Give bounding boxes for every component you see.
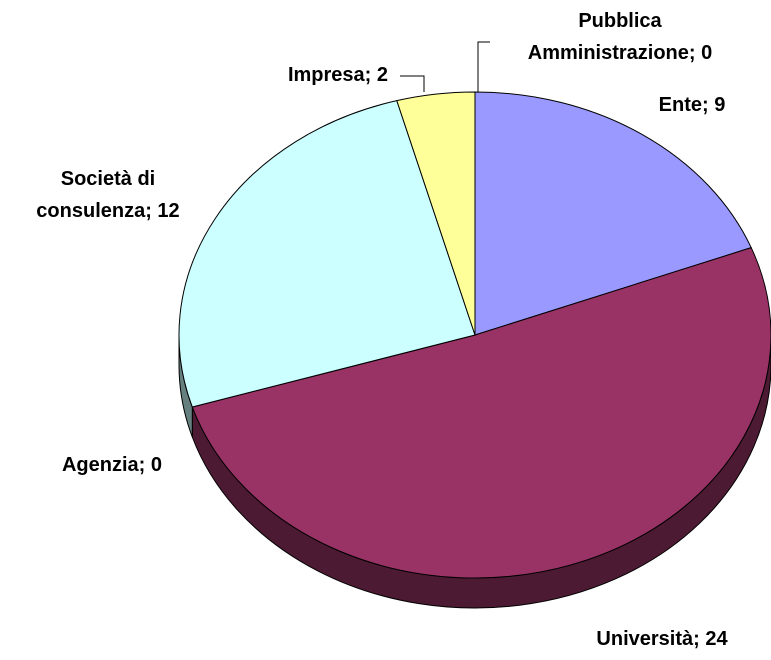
slice [474,91,752,336]
data-label-line: Amministrazione; 0 [528,42,712,64]
slice [178,100,476,408]
pie-slices [178,91,771,579]
leader-line [400,75,425,92]
data-label: Società di consulenza; 12 [36,168,179,222]
data-label-line: Agenzia; 0 [62,454,162,476]
data-label: Università; 24 [596,628,728,650]
data-label: Pubblica Amministrazione; 0 [528,10,712,64]
data-label-line: Università; 24 [596,628,728,650]
leader-line [477,41,490,92]
slice [191,247,771,579]
data-label-line: Pubblica [578,10,662,32]
pie [178,91,771,609]
data-label: Agenzia; 0 [62,454,162,476]
data-label: Impresa; 2 [288,64,388,86]
data-label-line: consulenza; 12 [36,200,179,222]
data-label: Ente; 9 [659,94,726,116]
data-label-line: Società di [61,168,155,190]
data-label-line: Ente; 9 [659,94,726,116]
data-label-line: Impresa; 2 [288,64,388,86]
